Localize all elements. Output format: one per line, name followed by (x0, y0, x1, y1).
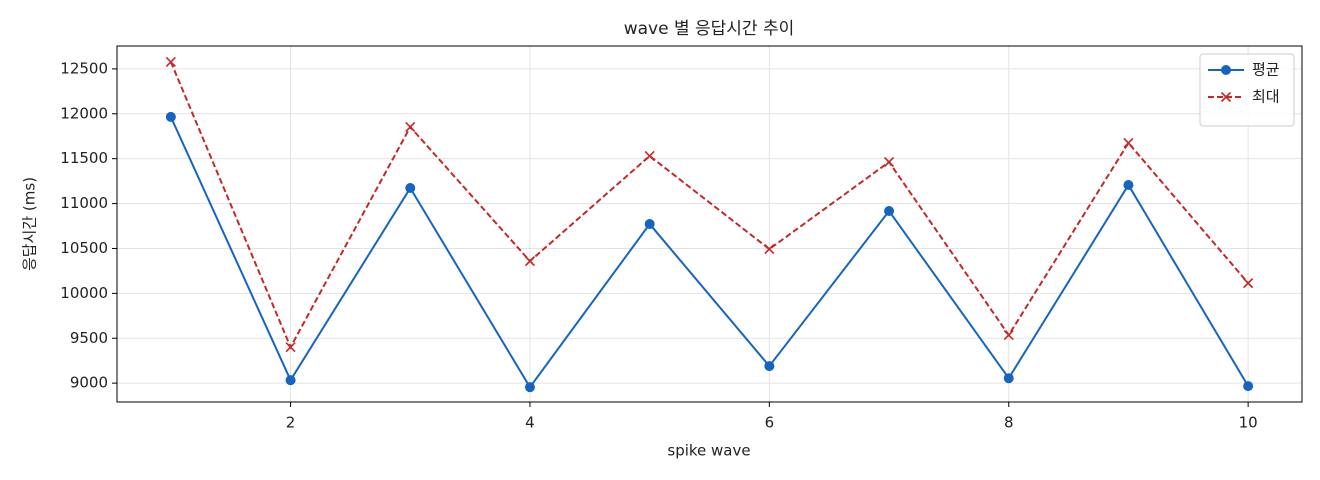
data-point (1123, 137, 1134, 149)
data-point (764, 244, 775, 255)
data-point (644, 150, 655, 162)
legend-marker (1221, 65, 1231, 75)
y-tick-label: 10000 (60, 284, 108, 302)
data-point (884, 206, 895, 217)
x-tick-label: 10 (1239, 414, 1258, 432)
data-point (285, 342, 296, 353)
data-point (405, 121, 416, 133)
data-point (1123, 179, 1134, 190)
data-point (1243, 381, 1254, 392)
series-line (169, 116, 1249, 389)
x-axis-label: spike wave (667, 442, 750, 460)
plot-frame (116, 45, 1303, 403)
data-point (1243, 278, 1254, 289)
chart-title: wave 별 응답시간 추이 (624, 19, 795, 39)
data-point (1003, 373, 1014, 384)
data-point (405, 183, 416, 194)
legend-label: 최대 (1252, 88, 1280, 106)
y-tick-label: 9500 (70, 329, 108, 347)
data-point (883, 156, 895, 168)
x-tick-label: 8 (1004, 414, 1014, 432)
data-point (764, 361, 775, 372)
x-tick-label: 2 (286, 414, 296, 432)
data-point (524, 382, 535, 393)
y-tick-label: 11000 (60, 194, 108, 212)
data-point (285, 375, 296, 386)
legend-box (1199, 53, 1295, 127)
data-point (524, 256, 536, 267)
data-point (165, 56, 176, 67)
data-point (165, 111, 176, 122)
y-axis-label: 응답시간 (ms) (21, 177, 39, 271)
legend-label: 평균 (1252, 61, 1280, 79)
data-point (1003, 330, 1014, 341)
x-tick-label: 6 (765, 414, 775, 432)
y-tick-label: 9000 (70, 374, 108, 392)
y-tick-label: 12000 (60, 104, 108, 122)
y-tick-label: 11500 (60, 149, 108, 167)
y-tick-label: 10500 (60, 239, 108, 257)
series-line (169, 61, 1249, 350)
data-point (644, 219, 655, 230)
legend-marker (1220, 91, 1232, 103)
x-tick-label: 4 (525, 414, 535, 432)
y-tick-label: 12500 (60, 59, 108, 77)
